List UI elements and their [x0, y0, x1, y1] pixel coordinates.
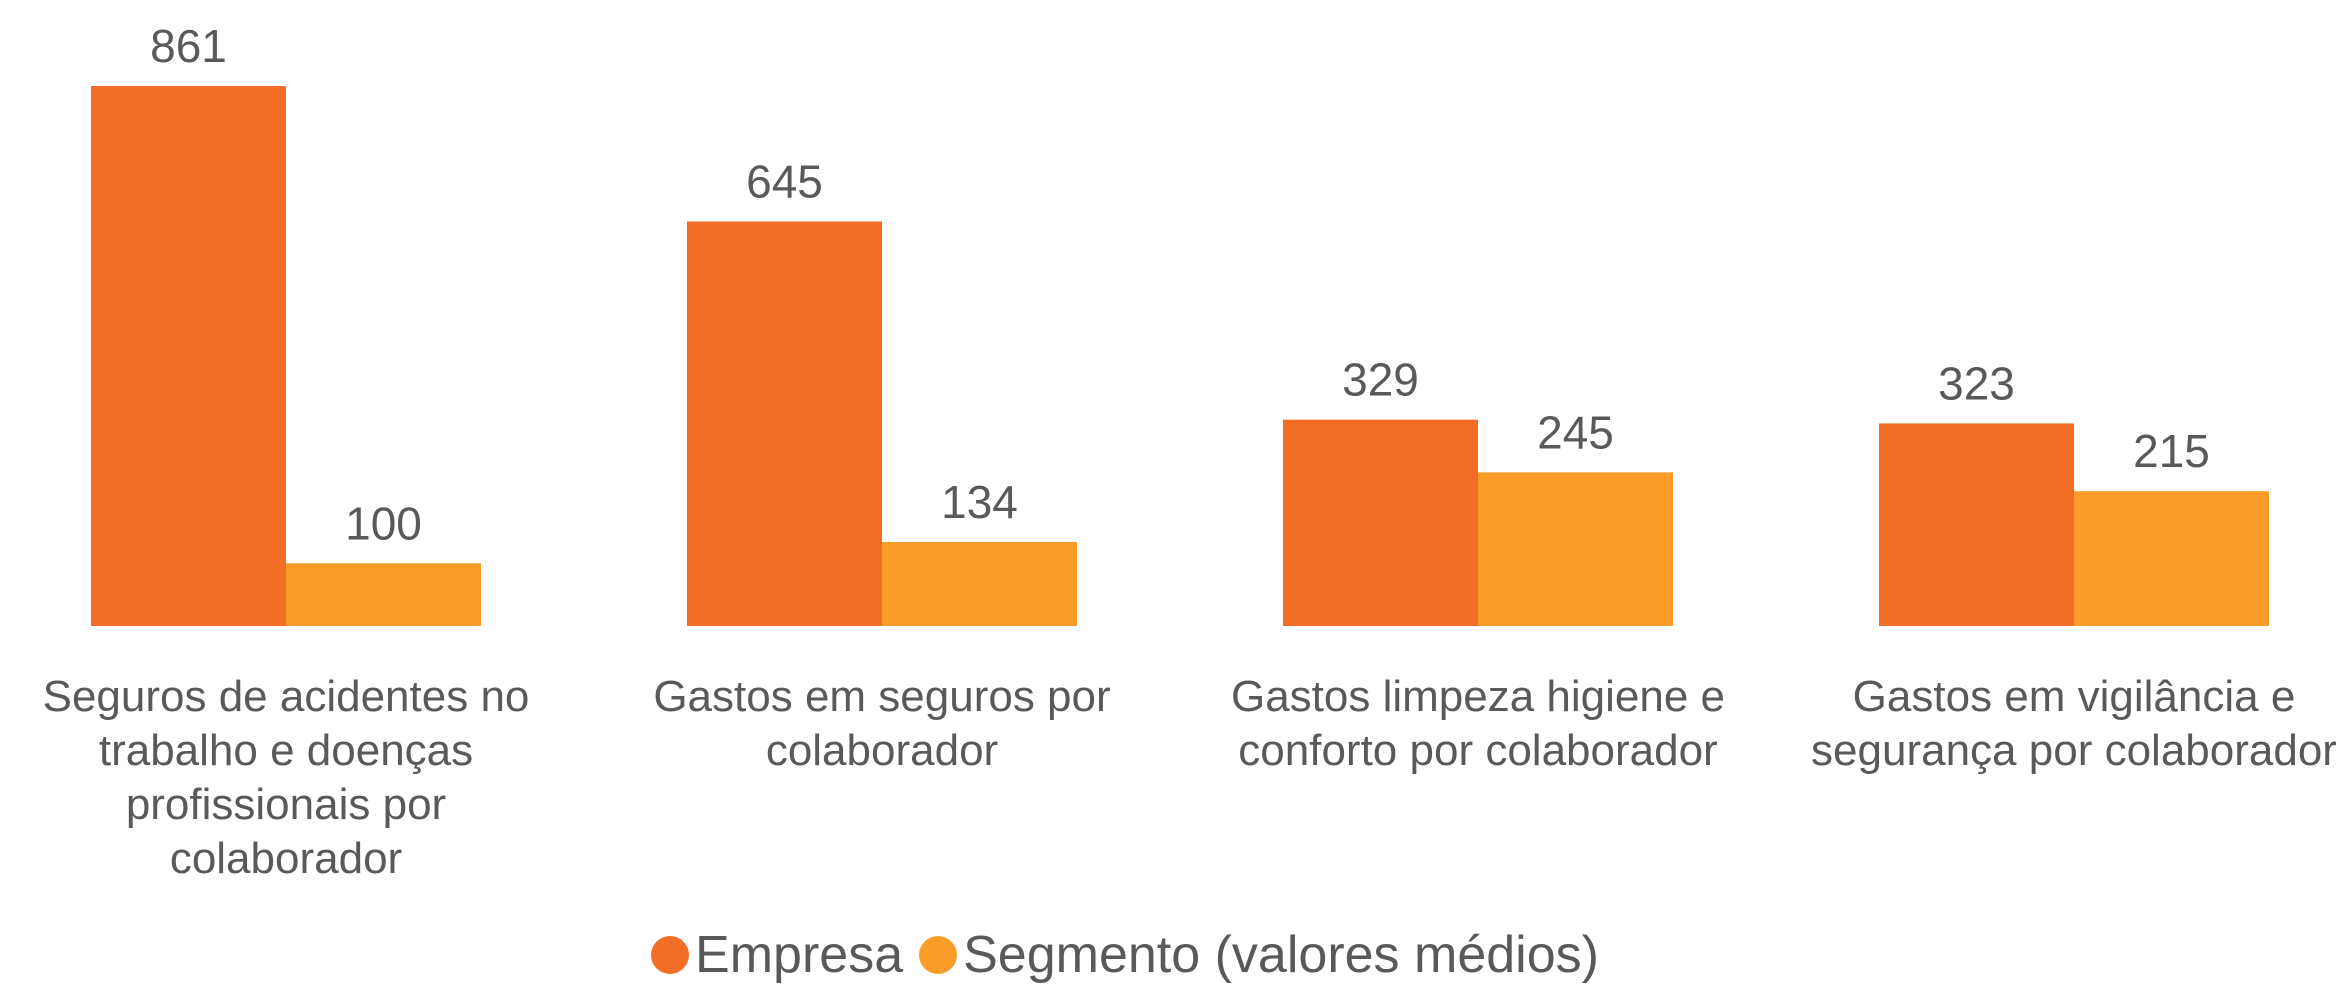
bar — [1879, 423, 2074, 626]
value-label: 329 — [1342, 354, 1419, 406]
value-label: 645 — [746, 155, 823, 207]
x-tick-label: Gastos em vigilância e segurança por col… — [1811, 672, 2336, 775]
legend-item: Empresa — [651, 925, 903, 985]
legend-label: Segmento (valores médios) — [963, 926, 1599, 984]
bar — [2074, 491, 2269, 626]
bar — [91, 86, 286, 626]
bar — [286, 563, 481, 626]
x-tick-label: Gastos limpeza higiene e conforto por co… — [1230, 672, 1726, 775]
legend-label: Empresa — [695, 926, 904, 984]
legend-marker — [651, 936, 690, 974]
value-label: 245 — [1537, 406, 1614, 458]
x-tick-label: Gastos em seguros por colaborador — [653, 672, 1111, 775]
bar — [882, 541, 1077, 626]
value-label: 100 — [345, 497, 422, 549]
x-tick-label: Seguros de acidentes no trabalho e doenç… — [42, 672, 530, 883]
value-label: 323 — [1938, 357, 2015, 409]
legend-item: Segmento (valores médios) — [919, 925, 1599, 985]
bar — [1283, 419, 1478, 626]
legend-marker — [919, 936, 958, 974]
bar — [1478, 472, 1673, 626]
bar — [687, 221, 882, 626]
value-label: 134 — [941, 476, 1018, 528]
legend: Empresa Segmento (valores médios) — [0, 925, 2250, 985]
value-label: 861 — [150, 20, 227, 72]
value-label: 215 — [2133, 425, 2210, 477]
